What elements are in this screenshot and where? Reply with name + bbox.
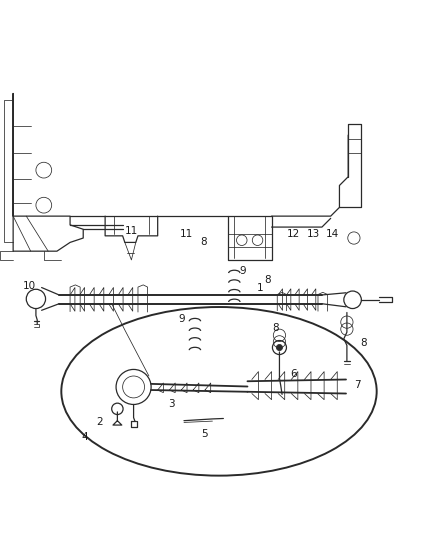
Text: 10: 10 — [23, 281, 36, 291]
Text: 3: 3 — [168, 399, 175, 409]
Text: 9: 9 — [240, 266, 247, 276]
Text: 2: 2 — [96, 417, 103, 427]
Text: 7: 7 — [353, 379, 360, 390]
Text: 8: 8 — [200, 237, 207, 247]
Text: 8: 8 — [264, 274, 271, 285]
Text: 14: 14 — [326, 229, 339, 239]
Text: 8: 8 — [360, 338, 367, 348]
Text: 13: 13 — [307, 229, 320, 239]
Text: 5: 5 — [201, 429, 208, 439]
Text: 12: 12 — [287, 229, 300, 239]
Text: 11: 11 — [125, 227, 138, 237]
Text: 1: 1 — [257, 284, 264, 293]
Circle shape — [276, 344, 283, 351]
Text: 11: 11 — [180, 229, 193, 239]
Text: 6: 6 — [290, 369, 297, 379]
Text: 4: 4 — [81, 432, 88, 442]
Text: 8: 8 — [272, 323, 279, 333]
Text: 9: 9 — [178, 314, 185, 324]
